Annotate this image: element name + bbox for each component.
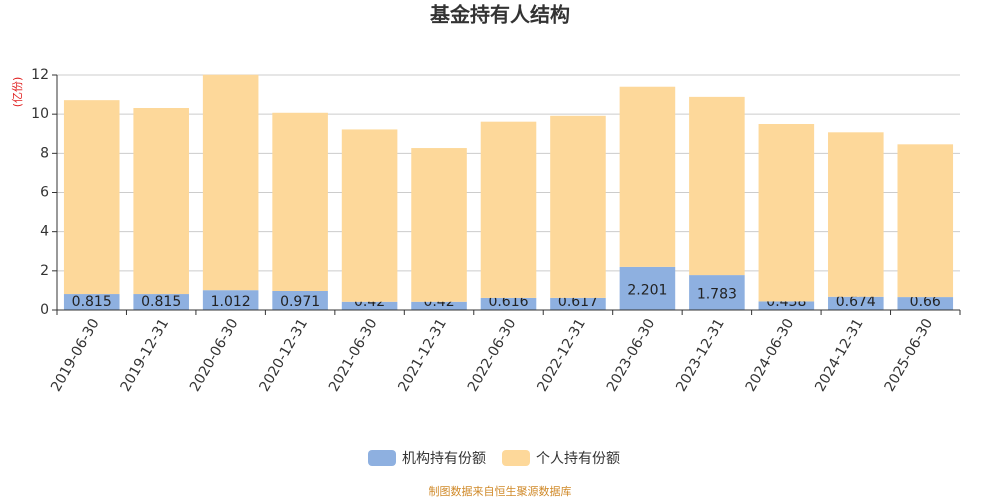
x-tick-label: 2022-12-31 <box>534 316 589 394</box>
legend-label: 个人持有份额 <box>536 451 620 467</box>
bar-segment <box>828 132 884 297</box>
bar-segment <box>619 86 676 267</box>
bar-segment <box>133 107 189 295</box>
bar-segment <box>133 294 189 310</box>
bar-segment <box>480 121 537 298</box>
bar-segment <box>828 296 884 310</box>
source-note: 制图数据来自恒生聚源数据库 <box>429 484 572 498</box>
bar-segment <box>272 290 328 310</box>
y-axis-label: (亿份) <box>11 77 24 108</box>
x-tick-label: 2023-06-30 <box>604 316 659 394</box>
bar-segment <box>689 275 745 310</box>
bar-segment <box>341 301 398 310</box>
bar-segment <box>689 96 745 276</box>
bar-segment <box>272 112 328 291</box>
x-tick-label: 2021-06-30 <box>326 316 381 394</box>
y-tick-label: 2 <box>40 263 49 279</box>
data-label: 0.66 <box>910 294 941 310</box>
data-label: 0.616 <box>488 294 528 310</box>
bar-segment <box>63 294 120 310</box>
bar-segment <box>758 123 815 302</box>
y-tick-label: 10 <box>31 106 49 122</box>
bar-segment <box>550 297 606 310</box>
bar-segment <box>480 297 537 310</box>
chart-title: 基金持有人结构 <box>430 3 570 27</box>
x-tick-label: 2022-06-30 <box>465 316 520 394</box>
x-tick-label: 2025-06-30 <box>882 316 937 394</box>
x-tick-label: 2021-12-31 <box>395 316 450 394</box>
x-tick-label: 2024-06-30 <box>743 316 798 394</box>
bar-segment <box>550 115 606 298</box>
legend-swatch <box>368 450 396 466</box>
x-tick-label: 2019-06-30 <box>48 316 103 394</box>
y-tick-label: 12 <box>31 67 49 83</box>
data-label: 1.783 <box>697 287 737 303</box>
bar-segment <box>411 301 467 310</box>
y-tick-label: 8 <box>40 145 49 161</box>
y-tick-label: 0 <box>40 302 49 318</box>
bar-segment <box>619 266 676 310</box>
x-tick-label: 2024-12-31 <box>812 316 867 394</box>
legend-label: 机构持有份额 <box>402 451 486 467</box>
y-tick-label: 6 <box>40 185 49 201</box>
data-label: 0.815 <box>72 294 112 310</box>
bar-segment <box>63 100 120 295</box>
bar-segment <box>411 148 467 302</box>
bar-segment <box>202 74 259 291</box>
data-label: 0.815 <box>141 294 181 310</box>
data-label: 1.012 <box>211 294 251 310</box>
y-tick-label: 4 <box>40 224 49 240</box>
x-tick-label: 2020-06-30 <box>187 316 242 394</box>
bar-segment <box>758 301 815 310</box>
x-tick-label: 2020-12-31 <box>256 316 311 394</box>
bar-segment <box>897 297 954 310</box>
legend-swatch <box>502 450 530 466</box>
bar-segment <box>341 129 398 302</box>
bar-segment <box>897 144 954 298</box>
data-label: 0.617 <box>558 294 598 310</box>
data-label: 0.674 <box>836 294 876 310</box>
x-tick-label: 2023-12-31 <box>673 316 728 394</box>
x-tick-label: 2019-12-31 <box>118 316 173 394</box>
data-label: 0.971 <box>280 294 320 310</box>
data-label: 2.201 <box>627 282 667 298</box>
bar-segment <box>202 290 259 310</box>
